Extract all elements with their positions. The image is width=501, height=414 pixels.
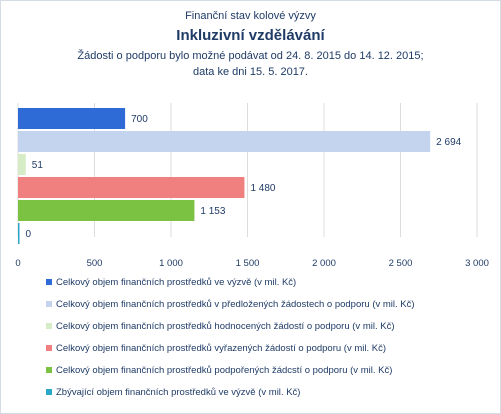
legend-swatch (46, 323, 52, 329)
x-tick-label: 3 000 (465, 258, 489, 269)
bar (18, 200, 195, 221)
legend-label: Zbývající objem finančních prostředků ve… (56, 386, 301, 398)
data-label: 700 (131, 114, 148, 125)
legend-label: Celkový objem finančních prostředků podp… (56, 364, 393, 376)
legend-item: Celkový objem finančních prostředků ve v… (46, 271, 491, 293)
legend-item: Celkový objem finančních prostředků podp… (46, 359, 491, 381)
bar (18, 223, 20, 244)
chart-subtitle-line-1: Žádosti o podporu bylo možné podávat od … (77, 50, 424, 62)
legend-swatch (46, 301, 52, 307)
chart-subtitle-line-2: data ke dni 15. 5. 2017. (193, 66, 308, 78)
data-label: 51 (32, 160, 44, 171)
x-tick-label: 500 (87, 258, 103, 269)
bar (18, 154, 26, 175)
chart-title: Inkluzivní vzdělávání (176, 27, 325, 44)
legend-swatch (46, 345, 52, 351)
bar (18, 131, 431, 152)
legend-swatch (46, 279, 52, 285)
x-tick-label: 2 000 (312, 258, 336, 269)
x-tick-label: 0 (15, 258, 20, 269)
legend-label: Celkový objem finančních prostředků hodn… (56, 320, 395, 332)
data-label: 0 (26, 229, 32, 240)
bar (18, 177, 245, 198)
legend-item: Celkový objem finančních prostředků vyřa… (46, 337, 491, 359)
chart-legend: Celkový objem finančních prostředků ve v… (46, 271, 491, 403)
data-label: 1 480 (250, 183, 275, 194)
legend-swatch (46, 389, 52, 395)
legend-label: Celkový objem finančních prostředků vyřa… (56, 342, 387, 354)
data-label: 2 694 (436, 137, 461, 148)
legend-item: Celkový objem finančních prostředků hodn… (46, 315, 491, 337)
legend-item: Zbývající objem finančních prostředků ve… (46, 381, 491, 403)
x-tick-label: 1 500 (236, 258, 260, 269)
x-tick-label: 1 000 (159, 258, 183, 269)
legend-item: Celkový objem finančních prostředků v př… (46, 293, 491, 315)
legend-swatch (46, 367, 52, 373)
x-tick-label: 2 500 (389, 258, 413, 269)
legend-label: Celkový objem finančních prostředků v př… (56, 298, 415, 310)
data-label: 1 153 (200, 206, 225, 217)
chart-supertitle: Finanční stav kolové výzvy (185, 10, 316, 22)
legend-label: Celkový objem finančních prostředků ve v… (56, 276, 297, 288)
bar (18, 108, 126, 129)
